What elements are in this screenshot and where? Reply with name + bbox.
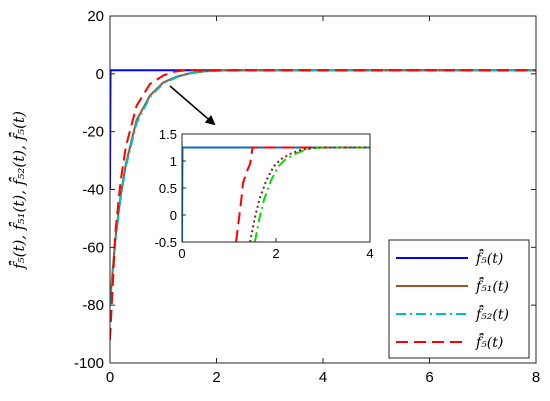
legend-label-4: f̄̂₅(t) xyxy=(475,332,503,351)
inset-y-tick-label: 0 xyxy=(170,208,177,223)
inset-series-line-4 xyxy=(249,146,370,242)
y-tick-label: -40 xyxy=(82,182,104,199)
inset-y-tick-label: 1.5 xyxy=(159,127,177,142)
x-tick-label: 6 xyxy=(425,369,433,386)
inset-y-tick-label: 0.5 xyxy=(159,181,177,196)
y-tick-label: -100 xyxy=(74,355,104,372)
series-line-4 xyxy=(110,69,536,340)
y-tick-label: -60 xyxy=(82,239,104,256)
legend-box xyxy=(388,239,530,359)
inset-x-tick-label: 4 xyxy=(366,246,373,261)
x-tick-label: 0 xyxy=(106,369,114,386)
y-tick-label: 0 xyxy=(96,66,104,83)
y-tick-label: -80 xyxy=(82,297,104,314)
legend-label-2: f̄̂₅₁(t) xyxy=(475,276,509,295)
inset-x-tick-label: 0 xyxy=(178,246,185,261)
x-tick-label: 8 xyxy=(532,369,540,386)
legend-label-1: f̄̂₅(t) xyxy=(475,248,503,267)
inset-series-line-3 xyxy=(253,146,370,242)
legend: f̄̂₅(t) f̄̂₅₁(t) f̄̂₅₂(t) f̄̂₅(t) xyxy=(388,239,530,359)
y-tick-label: -20 xyxy=(82,124,104,141)
inset-x-tick-label: 2 xyxy=(272,246,279,261)
y-tick-label: 20 xyxy=(87,8,104,25)
inset-y-tick-label: -0.5 xyxy=(155,235,177,250)
series-line-3 xyxy=(110,69,536,306)
y-axis-label: f̄̂₅(t), f̄̂₅₁(t), f̄̂₅₂(t), f̄̂₅(t) xyxy=(9,111,28,270)
inset-series-line-2 xyxy=(235,146,370,242)
x-tick-label: 4 xyxy=(319,369,327,386)
inset-plot-area: 0 2 41.510.50-0.5 xyxy=(155,127,374,261)
legend-label-3: f̄̂₅₂(t) xyxy=(475,304,509,323)
inset-axis-ticks: 0 2 41.510.50-0.5 xyxy=(155,127,374,261)
zoom-arrow xyxy=(169,85,216,126)
inset-background xyxy=(182,134,370,242)
x-tick-label: 2 xyxy=(212,369,220,386)
inset-y-tick-label: 1 xyxy=(170,154,177,169)
